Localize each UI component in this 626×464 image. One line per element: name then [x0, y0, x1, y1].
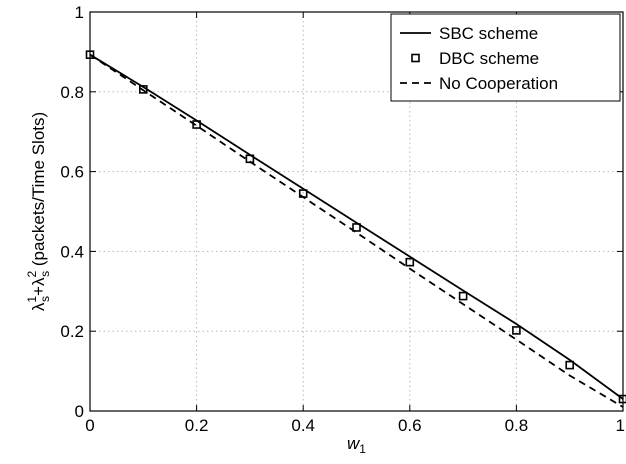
y-tick-label-1: 0.2: [60, 322, 84, 341]
y-axis-units: (packets/Time Slots): [29, 112, 48, 271]
x-tick-label-1: 0.2: [185, 416, 209, 435]
y-axis-plus: +: [29, 286, 48, 296]
x-tick-label-5: 1: [616, 416, 625, 435]
y-tick-label-2: 0.4: [60, 242, 84, 261]
y-tick-label-4: 0.8: [60, 83, 84, 102]
x-axis-label-subscript: 1: [359, 442, 366, 456]
legend: SBC scheme DBC scheme No Cooperation: [391, 14, 620, 101]
x-tick-label-3: 0.6: [398, 416, 422, 435]
legend-label-2: No Cooperation: [439, 74, 558, 93]
x-tick-label-0: 0: [85, 416, 94, 435]
y-tick-label-0: 0: [75, 402, 84, 421]
y-tick-label-3: 0.6: [60, 163, 84, 182]
x-tick-label-4: 0.8: [505, 416, 529, 435]
y-tick-label-5: 1: [75, 3, 84, 22]
x-tick-label-2: 0.4: [291, 416, 315, 435]
legend-label-1: DBC scheme: [439, 49, 539, 68]
y-axis-label: λ1s+λ2s (packets/Time Slots): [25, 112, 52, 311]
legend-label-0: SBC scheme: [439, 24, 538, 43]
